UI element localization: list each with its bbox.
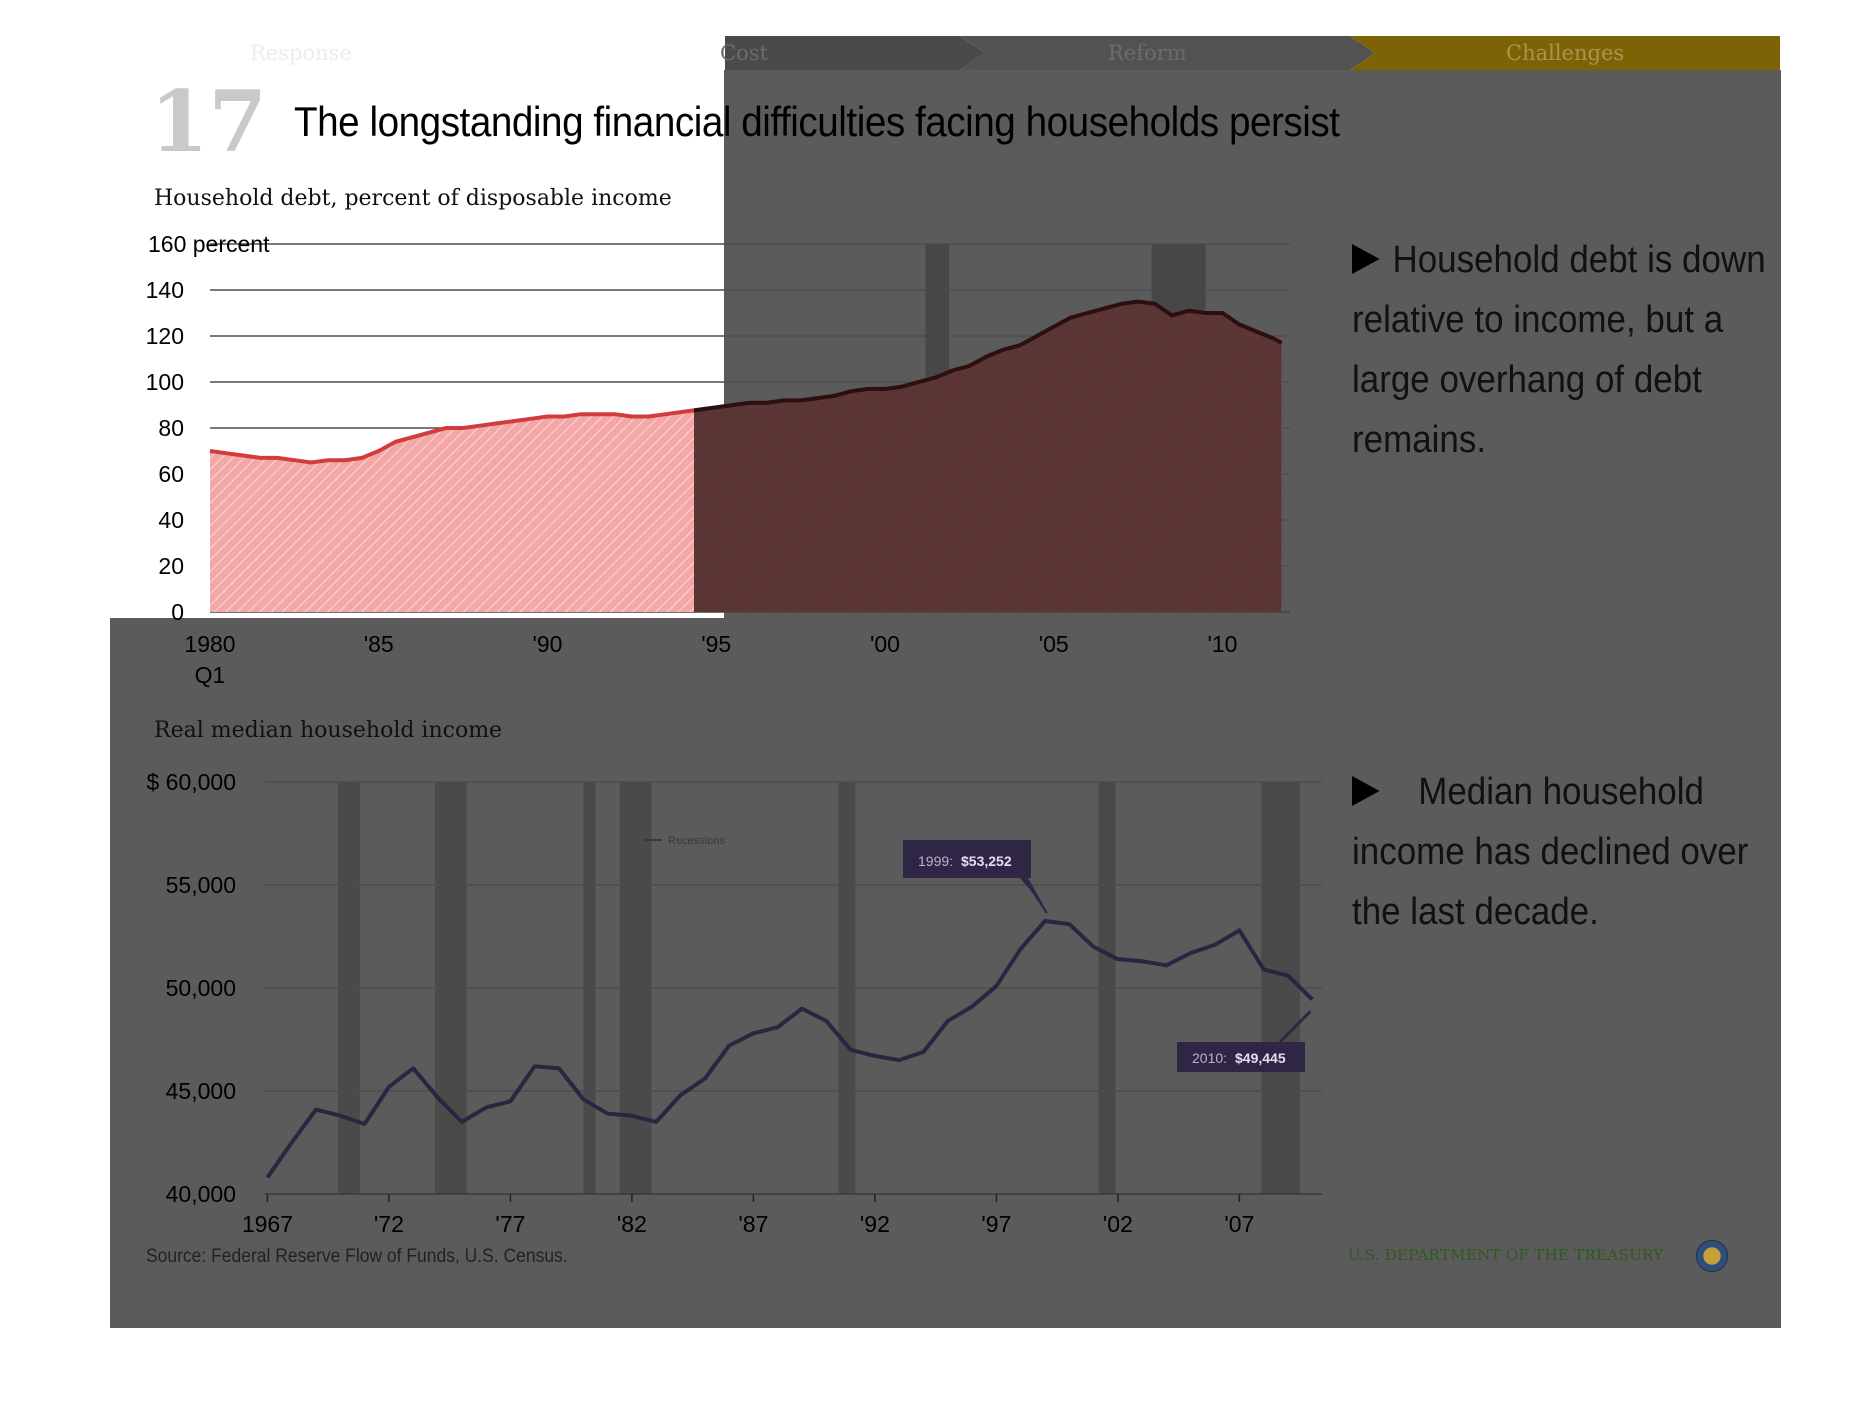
callout-leader-2010: [1278, 1010, 1312, 1044]
income-ytick-label: 50,000: [166, 975, 236, 1001]
income-chart-heading: Real median household income: [154, 718, 503, 743]
tab-challenges[interactable]: Challenges: [1506, 41, 1625, 65]
income-ytick-label: 45,000: [166, 1078, 236, 1104]
nav-arrow-cost: [725, 36, 985, 70]
bullet-debt-text: Household debt is down relative to incom…: [1352, 239, 1766, 461]
debt-xtick-sublabel: Q1: [195, 662, 226, 688]
callout-year-1999: 1999:: [918, 853, 953, 869]
tab-reform[interactable]: Reform: [1108, 41, 1187, 65]
nav-arrows: [725, 36, 1780, 70]
debt-xtick-label: 1980: [184, 631, 235, 657]
nav-arrow-challenges: [1350, 36, 1780, 70]
callout-box-1999: [903, 840, 1031, 878]
callout-leader-1999: [1021, 875, 1048, 914]
triangle-bullet-icon: [1352, 776, 1380, 806]
recessions-legend-label: Recessions: [668, 835, 725, 847]
bullet-income-text: Median household income has declined ove…: [1352, 771, 1749, 933]
slide-title: The longstanding financial difficulties …: [294, 98, 1340, 145]
income-xtick-label: '97: [981, 1211, 1011, 1237]
callout-box-2010: [1177, 1042, 1305, 1072]
debt-xtick-label: '95: [701, 631, 731, 657]
income-xtick-label: '07: [1224, 1211, 1254, 1237]
source-note: Source: Federal Reserve Flow of Funds, U…: [146, 1246, 568, 1267]
debt-ytick-label: 80: [158, 415, 184, 441]
debt-xtick-label: '05: [1039, 631, 1069, 657]
debt-ytick-label: 140: [146, 277, 184, 303]
debt-ytick-label: 60: [158, 461, 184, 487]
callout-year-2010: 2010:: [1192, 1050, 1227, 1066]
slide-number: 17: [150, 72, 267, 171]
income-xtick-label: '87: [738, 1211, 768, 1237]
debt-chart-heading: Household debt, percent of disposable in…: [154, 186, 672, 211]
debt-xtick-label: '00: [870, 631, 900, 657]
tab-response[interactable]: Response: [250, 41, 352, 65]
income-ytick-label: 40,000: [166, 1181, 236, 1207]
income-ytick-label: $ 60,000: [146, 769, 236, 795]
income-line: [265, 919, 1314, 1179]
nav-arrow-reform: [960, 36, 1375, 70]
income-xtick-label: '82: [617, 1211, 647, 1237]
income-xtick-label: '92: [860, 1211, 890, 1237]
income-ytick-label: 55,000: [166, 872, 236, 898]
triangle-bullet-icon: [1352, 244, 1380, 274]
callout-value-2010: $49,445: [1235, 1050, 1286, 1066]
treasury-seal-icon: [1696, 1240, 1728, 1272]
income-xtick-label: 1967: [242, 1211, 293, 1237]
tab-cost[interactable]: Cost: [720, 41, 768, 65]
debt-ytick-label: 120: [146, 323, 184, 349]
callout-value-1999: $53,252: [961, 853, 1012, 869]
gray-overlay-bottom: [110, 618, 1781, 1328]
debt-ytick-label: 100: [146, 369, 184, 395]
income-xtick-label: '02: [1103, 1211, 1133, 1237]
debt-ytick-label: 0: [171, 599, 184, 625]
bullet-income: Median household income has declined ove…: [1352, 762, 1766, 942]
debt-xtick-label: '85: [364, 631, 394, 657]
income-xtick-label: '77: [495, 1211, 525, 1237]
treasury-wordmark: U.S. DEPARTMENT OF THE TREASURY: [1348, 1246, 1664, 1264]
debt-ytick-label: 160 percent: [148, 231, 270, 257]
section-nav: Response Cost Reform Challenges: [0, 0, 1866, 72]
debt-ytick-label: 20: [158, 553, 184, 579]
bullet-debt: Household debt is down relative to incom…: [1352, 230, 1766, 470]
debt-xtick-label: '10: [1208, 631, 1238, 657]
debt-xtick-label: '90: [533, 631, 563, 657]
income-xtick-label: '72: [374, 1211, 404, 1237]
debt-ytick-label: 40: [158, 507, 184, 533]
